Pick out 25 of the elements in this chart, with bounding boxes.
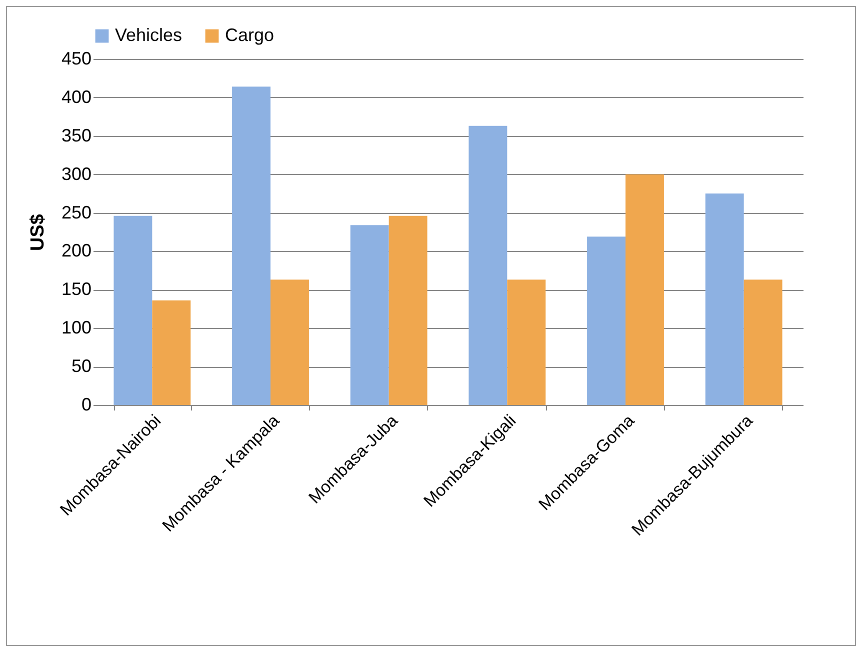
y-tick-label: 50 [71, 356, 92, 376]
y-tick-label: 100 [61, 318, 92, 338]
bar [705, 194, 744, 405]
bar [152, 300, 191, 405]
bar [232, 86, 270, 405]
y-tick-label: 300 [61, 164, 92, 184]
y-tick-label: 450 [61, 48, 92, 68]
y-tick-label: 250 [61, 202, 92, 222]
bar [350, 225, 389, 405]
y-tick-label: 0 [81, 394, 92, 414]
bar [626, 174, 664, 405]
legend-label: Vehicles [115, 25, 182, 45]
y-tick-label: 200 [61, 240, 92, 261]
bar [388, 216, 428, 405]
bar [468, 126, 508, 405]
legend-label: Cargo [225, 25, 274, 45]
y-tick-label: 150 [61, 279, 92, 300]
y-axis-title: US$ [27, 214, 48, 251]
bar [270, 280, 309, 405]
bar [587, 236, 626, 405]
y-tick-label: 400 [61, 86, 92, 107]
bar [744, 280, 782, 405]
bar [507, 280, 546, 405]
y-tick-label: 350 [61, 125, 92, 146]
bar [114, 216, 152, 405]
